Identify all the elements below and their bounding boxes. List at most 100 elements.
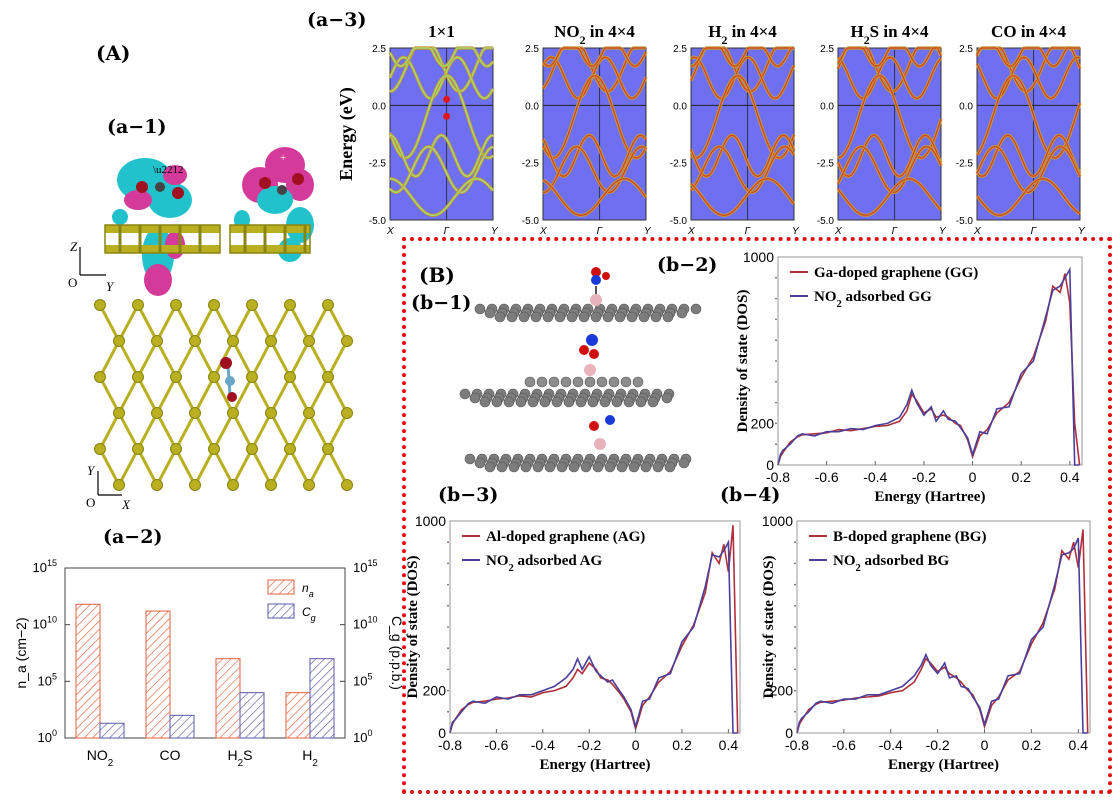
text-span: n xyxy=(926,265,935,281)
tick-exponent: 10 xyxy=(47,615,57,625)
lattice-bond xyxy=(231,412,254,450)
text-span: g xyxy=(549,529,557,545)
dos-x-tick-label: -0.8 xyxy=(785,737,809,753)
text-span: 4 xyxy=(626,22,635,41)
lattice-atom xyxy=(341,335,353,347)
legend-label-1: Cg xyxy=(302,605,316,623)
lattice-bond xyxy=(307,376,330,414)
text-span: d xyxy=(537,529,546,545)
carbon-atom xyxy=(676,307,688,319)
tick-exponent: 15 xyxy=(367,558,377,568)
dos-x-tick-label: 0 xyxy=(632,737,640,753)
text-span: p xyxy=(864,529,872,545)
carbon-atom xyxy=(584,376,596,388)
carbon-atom xyxy=(536,376,548,388)
text-span: p xyxy=(854,265,862,281)
lattice-bond xyxy=(212,376,235,414)
text-span: n xyxy=(595,22,605,41)
a3-y-tick-label: 2.5 xyxy=(673,44,687,55)
axis-o2-label: O xyxy=(86,495,95,510)
a3-x-tick-label: X xyxy=(386,226,394,237)
band-line xyxy=(389,74,494,159)
lattice-bond xyxy=(326,304,349,342)
dirac-point xyxy=(443,95,451,103)
carbon-atom xyxy=(554,311,566,323)
band-line xyxy=(976,74,1081,159)
carbon-atom xyxy=(542,311,554,323)
dos-x-tick-label: -0.4 xyxy=(531,737,555,753)
carbon-atom xyxy=(474,457,486,469)
dos-y-axis-label: Density of state (DOS) xyxy=(735,290,751,433)
lattice-bond xyxy=(117,412,140,450)
band-line xyxy=(690,47,794,67)
no2-molecule-1 xyxy=(590,267,610,306)
text-span: O xyxy=(97,747,108,763)
text-span: a xyxy=(865,553,873,569)
text-span: r xyxy=(875,289,882,305)
text-span: ) xyxy=(640,529,645,545)
dos-x-tick-label: 0.4 xyxy=(1060,469,1080,485)
text-span: a xyxy=(846,289,854,305)
text-span: e xyxy=(909,553,916,569)
text-span: N xyxy=(814,289,825,305)
dos-minor-tick xyxy=(775,297,777,300)
a3-y-tick-label: -2.5 xyxy=(670,159,688,170)
a3-y-tick-label: -2.5 xyxy=(956,159,974,170)
dos-y-tick-label: 1000 xyxy=(743,249,774,265)
text-span: × xyxy=(437,22,447,41)
text-span: 4 xyxy=(1039,22,1048,41)
carbon-atom xyxy=(494,311,506,323)
lattice-bond xyxy=(155,304,178,342)
dos-legend-label-0: B-doped graphene (BG) xyxy=(833,529,986,545)
a3-x-tick-label: Y xyxy=(939,226,947,237)
dos-frame xyxy=(449,520,741,734)
band-line xyxy=(389,47,493,93)
y-tick-label-right: 1010 xyxy=(353,615,377,632)
lattice-atom xyxy=(208,299,220,311)
text-span: b xyxy=(881,289,889,305)
lattice-bond xyxy=(231,448,254,486)
lattice-atom xyxy=(170,299,182,311)
a3-y-tick-label: -5.0 xyxy=(522,216,540,227)
text-span: 2 xyxy=(837,299,842,310)
dos-minor-tick xyxy=(447,668,449,671)
dos-series-1 xyxy=(777,266,1080,466)
lattice-bond xyxy=(231,304,254,342)
lattice-bond xyxy=(269,304,292,342)
carbon-atom xyxy=(623,396,635,408)
lattice-atom xyxy=(189,479,201,491)
text-span: G xyxy=(970,529,982,545)
text-span: p xyxy=(903,265,911,281)
a3-x-tick-label: X xyxy=(973,226,981,237)
dos-minor-tick xyxy=(775,360,777,362)
text-span: G xyxy=(938,553,950,569)
top-view-lattice xyxy=(94,299,353,491)
lattice-atom xyxy=(246,299,258,311)
lattice-atom xyxy=(246,371,258,383)
carbon-atom xyxy=(640,461,652,473)
dos-minor-tick xyxy=(794,710,796,713)
lattice-bond xyxy=(212,304,235,342)
label-b1: (b−1) xyxy=(411,292,472,314)
tick-base: 10 xyxy=(353,617,367,632)
lattice-atom xyxy=(132,443,144,455)
dos-frame xyxy=(777,256,1083,466)
label-a3: (a−3) xyxy=(307,9,367,31)
carbon-atom xyxy=(628,461,640,473)
bar-na-NO2 xyxy=(75,603,101,739)
band-panel-4: 2.5 0.0 -2.5 -5.0X Γ Y CO in 4×4 xyxy=(956,22,1086,237)
carbon-atom xyxy=(560,376,572,388)
text-span: 4 xyxy=(750,22,759,41)
panel-b-dotted-frame xyxy=(402,237,1112,794)
tick-base: 10 xyxy=(353,730,367,745)
text-span: H xyxy=(708,22,721,41)
lattice-atom xyxy=(284,299,296,311)
text-span: H xyxy=(228,747,238,763)
carbon-atom xyxy=(566,311,578,323)
dos-x-tick-label: -0.8 xyxy=(766,469,790,485)
carbon-atom xyxy=(575,396,587,408)
lattice-bond xyxy=(117,340,140,378)
legend-swatch-0 xyxy=(267,579,295,595)
text-span: i xyxy=(590,22,595,41)
